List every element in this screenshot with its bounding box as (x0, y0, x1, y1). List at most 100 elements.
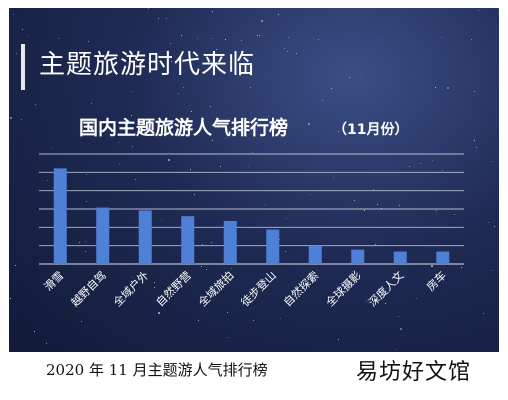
bar (308, 245, 322, 264)
star-dot (435, 87, 437, 89)
star-dot (27, 36, 29, 38)
bar-chart: 国内主题旅游人气排行榜 （11月份） 滑雪 越野自驾 全域户外 自然野营 全域旅拍 徒步登… (39, 116, 464, 309)
star-dot (348, 77, 350, 79)
star-dot (400, 328, 403, 331)
star-dot (453, 214, 455, 216)
star-dot (226, 311, 228, 313)
star-dot (278, 13, 280, 15)
x-tick-label: 全域户外 (110, 268, 151, 309)
star-dot (10, 297, 12, 299)
bar (393, 251, 407, 264)
star-dot (210, 105, 212, 107)
star-dot (165, 17, 167, 19)
star-dot (338, 130, 340, 132)
star-dot (377, 204, 378, 206)
star-dot (15, 264, 17, 266)
star-dot (91, 102, 93, 104)
star-dot (226, 336, 228, 338)
star-dot (488, 222, 490, 224)
star-dot (157, 18, 159, 20)
x-tick-label: 滑雪 (42, 269, 67, 294)
star-dot (430, 265, 433, 268)
star-dot (177, 93, 179, 95)
star-dot (189, 168, 191, 170)
star-dot (307, 122, 310, 125)
star-dot (157, 311, 160, 314)
star-dot (491, 269, 493, 271)
star-dot (286, 50, 288, 52)
star-dot (416, 298, 418, 300)
star-dot (57, 38, 59, 40)
x-tick-label: 自然探索 (280, 268, 321, 309)
star-dot (118, 142, 120, 144)
star-dot (295, 53, 297, 55)
star-dot (353, 200, 355, 202)
x-tick-label: 全域旅拍 (195, 268, 236, 309)
star-dot (498, 12, 499, 14)
star-dot (75, 64, 77, 66)
star-dot (51, 146, 53, 148)
star-dot (261, 20, 264, 23)
star-dot (45, 342, 47, 344)
star-dot (432, 159, 434, 161)
star-dot (168, 158, 171, 161)
star-dot (145, 126, 147, 128)
star-dot (212, 10, 214, 12)
star-dot (365, 300, 367, 302)
star-dot (375, 244, 377, 246)
bar (436, 251, 450, 264)
x-tick-label: 全球摄影 (323, 268, 364, 309)
star-dot (80, 321, 82, 323)
watermark-text: 易坊好文馆 (356, 360, 472, 385)
chart-title: 国内主题旅游人气排行榜 (79, 116, 288, 139)
star-dot (353, 278, 355, 280)
star-dot (225, 38, 227, 40)
star-dot (253, 319, 255, 321)
bar (266, 229, 280, 264)
star-dot (436, 210, 438, 212)
star-dot (148, 8, 150, 9)
star-dot (215, 49, 217, 51)
star-dot (317, 39, 319, 41)
star-dot (118, 162, 120, 164)
star-dot (201, 243, 203, 245)
star-dot (180, 35, 182, 37)
chart-panel: 主题旅游时代来临 国内主题旅游人气排行榜 （11月份） 滑雪 越野自驾 全域户外 自然… (9, 8, 499, 352)
star-dot (247, 165, 249, 167)
star-dot (252, 152, 254, 154)
star-dot (440, 36, 442, 38)
star-dot (33, 331, 35, 333)
star-dot (482, 312, 484, 314)
star-dot (399, 205, 401, 207)
star-dot (203, 297, 205, 299)
star-dot (134, 178, 136, 180)
star-dot (241, 39, 243, 41)
star-dot (309, 193, 311, 195)
star-dot (84, 251, 86, 253)
star-dot (257, 35, 259, 37)
star-dot (169, 43, 171, 45)
star-dot (460, 267, 462, 269)
star-dot (397, 316, 399, 318)
star-dot (363, 210, 365, 212)
star-dot (286, 218, 288, 220)
star-dot (419, 163, 421, 165)
star-dot (471, 38, 473, 40)
star-dot (205, 269, 207, 271)
star-dot (198, 319, 200, 321)
star-dot (287, 37, 289, 39)
star-dot (322, 100, 324, 102)
star-dot (442, 169, 444, 171)
star-dot (85, 174, 87, 176)
bar (53, 168, 67, 264)
star-dot (285, 250, 287, 252)
star-dot (181, 118, 183, 120)
x-tick-label: 房车 (423, 268, 448, 293)
star-dot (331, 88, 333, 90)
star-dot (231, 268, 233, 270)
star-dot (197, 37, 199, 39)
star-dot (84, 240, 86, 242)
bar (351, 249, 365, 264)
star-dot (384, 303, 386, 305)
star-dot (473, 90, 475, 92)
